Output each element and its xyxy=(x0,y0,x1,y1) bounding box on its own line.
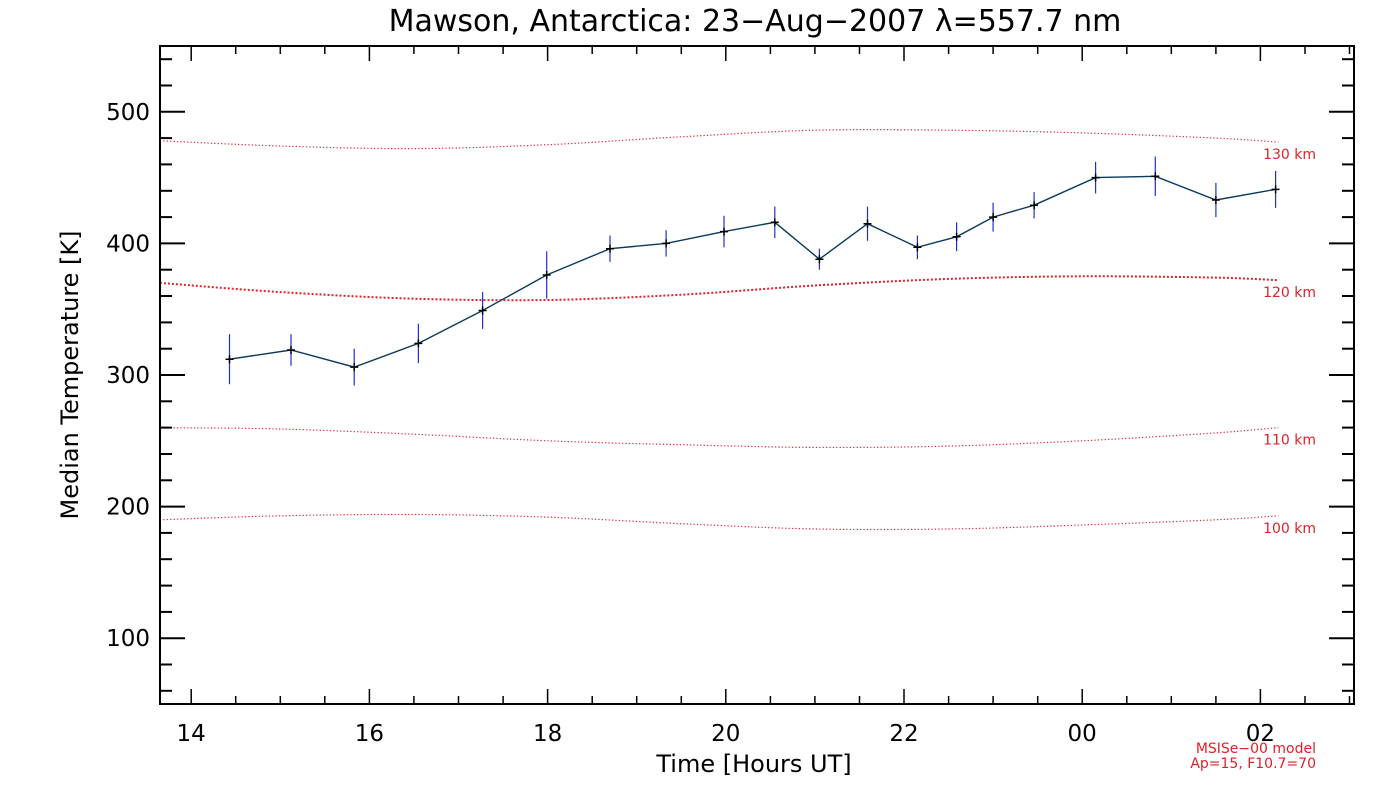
data-point xyxy=(1151,172,1160,181)
data-point xyxy=(225,355,234,364)
data-point xyxy=(1271,185,1280,194)
x-tick-label-14: 14 xyxy=(177,721,206,747)
model-label-110-km: 110 km xyxy=(1263,433,1316,449)
model-annotation-line-2: Ap=15, F10.7=70 xyxy=(1190,756,1316,772)
data-point xyxy=(287,346,295,354)
y-tick-label-100: 100 xyxy=(106,626,150,652)
axis-tick-labels: 14 16 18 20 22 00 02 100 200 300 400 500 xyxy=(106,100,1275,747)
data-point xyxy=(989,213,998,222)
data-point xyxy=(350,363,359,372)
model-annotation-line-1: MSISe−00 model xyxy=(1196,741,1316,757)
x-tick-label-16: 16 xyxy=(355,721,384,747)
model-label-120-km: 120 km xyxy=(1263,285,1316,301)
series-line xyxy=(229,175,1276,368)
data-point xyxy=(414,339,423,348)
data-point xyxy=(770,218,779,227)
model-curve-100-km xyxy=(159,513,1279,531)
data-point xyxy=(662,239,671,248)
data-point xyxy=(720,227,728,236)
data-point xyxy=(606,244,614,253)
model-curve-110-km xyxy=(159,427,1279,449)
data-point xyxy=(863,219,872,228)
data-point xyxy=(542,271,551,279)
y-tick-label-400: 400 xyxy=(106,231,150,257)
data-point xyxy=(815,255,824,264)
model-curve-130-km xyxy=(159,129,1279,150)
y-tick-label-500: 500 xyxy=(106,100,150,126)
x-tick-label-22: 22 xyxy=(889,721,918,747)
model-curves: 130 km 120 km 110 km 100 km xyxy=(159,129,1316,537)
x-tick-label-00: 00 xyxy=(1068,721,1097,747)
data-series xyxy=(225,156,1280,386)
y-tick-label-300: 300 xyxy=(106,363,150,389)
data-point xyxy=(478,306,487,315)
x-tick-label-02: 02 xyxy=(1246,721,1275,747)
x-tick-label-20: 20 xyxy=(711,721,740,747)
data-point xyxy=(913,243,922,252)
axis-ticks xyxy=(160,46,1354,704)
model-curve-120-km xyxy=(159,275,1279,302)
data-point xyxy=(1030,201,1039,210)
y-axis-label: Median Temperature [K] xyxy=(56,230,84,519)
y-tick-label-200: 200 xyxy=(106,495,150,521)
data-point xyxy=(952,232,961,241)
model-label-100-km: 100 km xyxy=(1263,521,1316,537)
data-point xyxy=(1211,196,1220,204)
x-axis-label: Time [Hours UT] xyxy=(655,750,851,778)
chart-title: Mawson, Antarctica: 23−Aug−2007 λ=557.7 … xyxy=(389,4,1122,39)
x-tick-label-18: 18 xyxy=(533,721,562,747)
data-point xyxy=(1091,173,1100,182)
model-label-130-km: 130 km xyxy=(1263,147,1316,163)
